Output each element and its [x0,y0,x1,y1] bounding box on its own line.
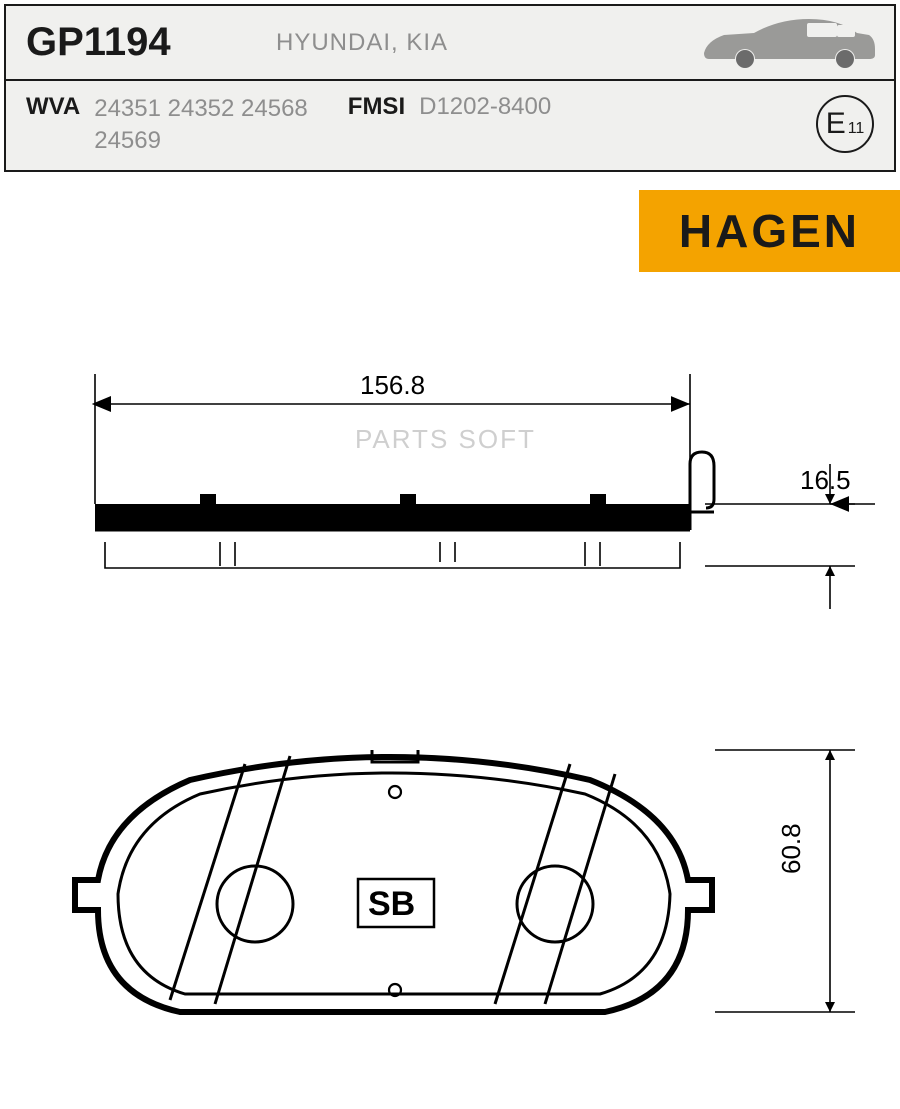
wva-label: WVA [26,93,94,158]
sb-badge: SB [358,879,434,927]
brand-banner: HAGEN [639,190,900,272]
vehicle-makes: HYUNDAI, KIA [256,6,684,79]
emark-letter: E [826,107,846,141]
wva-codes-line2: 24569 [94,125,308,157]
wva-block: WVA 24351 24352 24568 24569 [26,93,308,158]
header-panel: GP1194 HYUNDAI, KIA WVA 24351 24352 2456… [4,4,896,172]
e-mark-icon: E 11 [816,95,874,153]
fmsi-label: FMSI [348,93,419,158]
header-row-2: WVA 24351 24352 24568 24569 FMSI D1202-8… [6,81,894,170]
front-view [75,750,712,1012]
dim-height-label: 60.8 [776,823,806,874]
fmsi-code: D1202-8400 [419,93,551,158]
wva-codes-line1: 24351 24352 24568 [94,93,308,125]
wva-codes: 24351 24352 24568 24569 [94,93,308,158]
technical-diagram: PARTS SOFT 156.8 [0,294,900,1109]
car-icon [684,6,894,79]
sb-label: SB [368,885,415,923]
watermark: PARTS SOFT [355,424,536,455]
dim-width-label: 156.8 [360,370,425,400]
dim-thickness-label: 16.5 [800,465,851,495]
dim-height [715,750,855,1012]
emark-number: 11 [846,110,865,138]
header-row-1: GP1194 HYUNDAI, KIA [6,6,894,81]
fmsi-block: FMSI D1202-8400 [348,93,551,158]
top-view [95,452,714,568]
part-number: GP1194 [6,6,256,79]
